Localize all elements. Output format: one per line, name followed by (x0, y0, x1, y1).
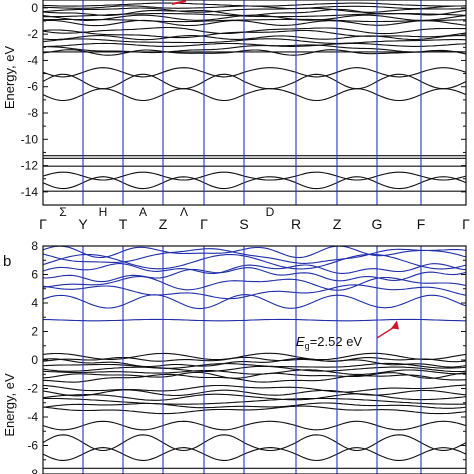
conduction-band-line (42, 248, 467, 264)
valence-band-line (43, 12, 467, 18)
valence-band-line (42, 49, 467, 56)
valence-band-line (42, 357, 467, 368)
kpoint-label: Γ (200, 216, 208, 232)
band-gap-arrowhead (391, 320, 399, 330)
kpoint-label: Γ (462, 216, 470, 232)
y-tick-label: -2 (27, 27, 38, 41)
valence-band-line (42, 371, 467, 379)
panel-a: 0 -2 -4 -6 -8 -10 -12 -14 Energy, eV (2, 0, 467, 206)
y-tick-label: -10 (21, 132, 39, 146)
panel-a-frame (42, 0, 467, 206)
kpoint-label: R (291, 216, 301, 232)
valence-band-line (42, 369, 467, 375)
conduction-band-line (42, 263, 467, 275)
y-tick-label: 6 (31, 268, 38, 282)
valence-band-line (43, 18, 466, 23)
valence-band-line (42, 420, 467, 431)
valence-band-line (42, 384, 467, 393)
y-tick-label: -2 (27, 382, 38, 396)
panel-a-bands (42, 2, 467, 192)
valence-band-line (42, 176, 467, 190)
valence-band-line (42, 88, 467, 102)
y-tick-label: 4 (31, 296, 38, 310)
conduction-band-line (42, 253, 467, 270)
kpoint-label: Z (159, 216, 168, 232)
path-segment-label: Σ (59, 205, 66, 219)
valence-band-line (42, 38, 467, 44)
kpoint-label: F (417, 216, 426, 232)
kpoint-label: G (372, 216, 383, 232)
conduction-band-line (42, 318, 466, 322)
y-tick-label: 0 (31, 353, 38, 367)
panel-b-kpoint-lines (82, 246, 422, 474)
valence-band-line (42, 373, 466, 383)
panel-b-label: b (3, 253, 11, 270)
valence-band-line (42, 389, 467, 397)
valence-band-line (42, 405, 467, 415)
band-gap-symbol: E (296, 334, 305, 349)
k-point-label-row: Γ Y T Z Γ S R Z G F ΓΣ H A Λ D (39, 205, 470, 232)
band-gap-annotation: Eg=2.52 eV (296, 320, 399, 351)
band-gap-value: =2.52 eV (310, 334, 363, 349)
y-tick-label: -12 (21, 159, 39, 173)
valence-band-line (42, 447, 467, 462)
valence-band-line (42, 362, 467, 369)
panel-b-bands (42, 245, 467, 469)
y-tick-label: -14 (21, 185, 39, 199)
y-tick-label: -8 (27, 467, 38, 474)
band-gap-subscript: g (305, 341, 310, 351)
panel-a-y-axis-label: Energy, eV (2, 46, 17, 110)
valence-band-line (42, 29, 467, 39)
kpoint-label: Γ (39, 216, 47, 232)
valence-band-line (42, 402, 467, 409)
valence-band-line (42, 35, 467, 41)
panel-a-kpoint-lines (82, 0, 422, 205)
y-tick-label: -4 (27, 410, 38, 424)
conduction-band-line (42, 245, 467, 259)
panel-a-y-ticks: 0 -2 -4 -6 -8 -10 -12 -14 (21, 1, 466, 206)
path-segment-label: H (99, 205, 108, 219)
valence-band-line (42, 356, 467, 363)
valence-band-line (43, 44, 466, 54)
kpoint-label: T (119, 216, 128, 232)
valence-band-line (42, 19, 467, 27)
panel-b-y-axis-label: Energy, eV (2, 373, 17, 437)
conduction-band-line (42, 276, 467, 291)
valence-band-line (42, 26, 466, 35)
valence-band-line (42, 434, 467, 452)
conduction-band-line (42, 284, 467, 300)
valence-band-line (42, 7, 467, 13)
valence-band-line (42, 365, 467, 373)
y-tick-label: -4 (27, 53, 38, 67)
y-tick-label: -6 (27, 439, 38, 453)
kpoint-label: Y (78, 216, 88, 232)
kpoint-label: S (239, 216, 248, 232)
path-segment-label: D (266, 205, 275, 219)
conduction-band-line (42, 294, 467, 310)
valence-band-line (43, 42, 467, 48)
valence-band-line (42, 14, 467, 21)
y-tick-label: 2 (31, 325, 38, 339)
valence-band-line (42, 67, 467, 78)
y-tick-label: -8 (27, 106, 38, 120)
y-tick-label: -6 (27, 80, 38, 94)
band-gap-label: Eg=2.52 eV (296, 334, 362, 351)
valence-band-line (42, 73, 467, 90)
kpoint-label: Z (333, 216, 342, 232)
valence-band-line (42, 352, 467, 361)
y-tick-label: 0 (31, 1, 38, 15)
path-segment-label: Λ (180, 205, 188, 219)
panel-b-y-ticks: 8 6 4 2 0 -2 -4 -6 -8 (27, 239, 466, 474)
y-tick-label: 8 (31, 239, 38, 253)
valence-band-line (42, 393, 467, 401)
panel-a-arrow-fragment (171, 0, 187, 5)
valence-band-line (42, 5, 466, 10)
conduction-band-line (42, 267, 467, 283)
valence-band-line (42, 397, 467, 405)
path-segment-label: A (139, 205, 147, 219)
panel-b: 8 6 4 2 0 -2 -4 -6 -8 Energy, eV b Eg=2.52 eV (2, 239, 467, 474)
